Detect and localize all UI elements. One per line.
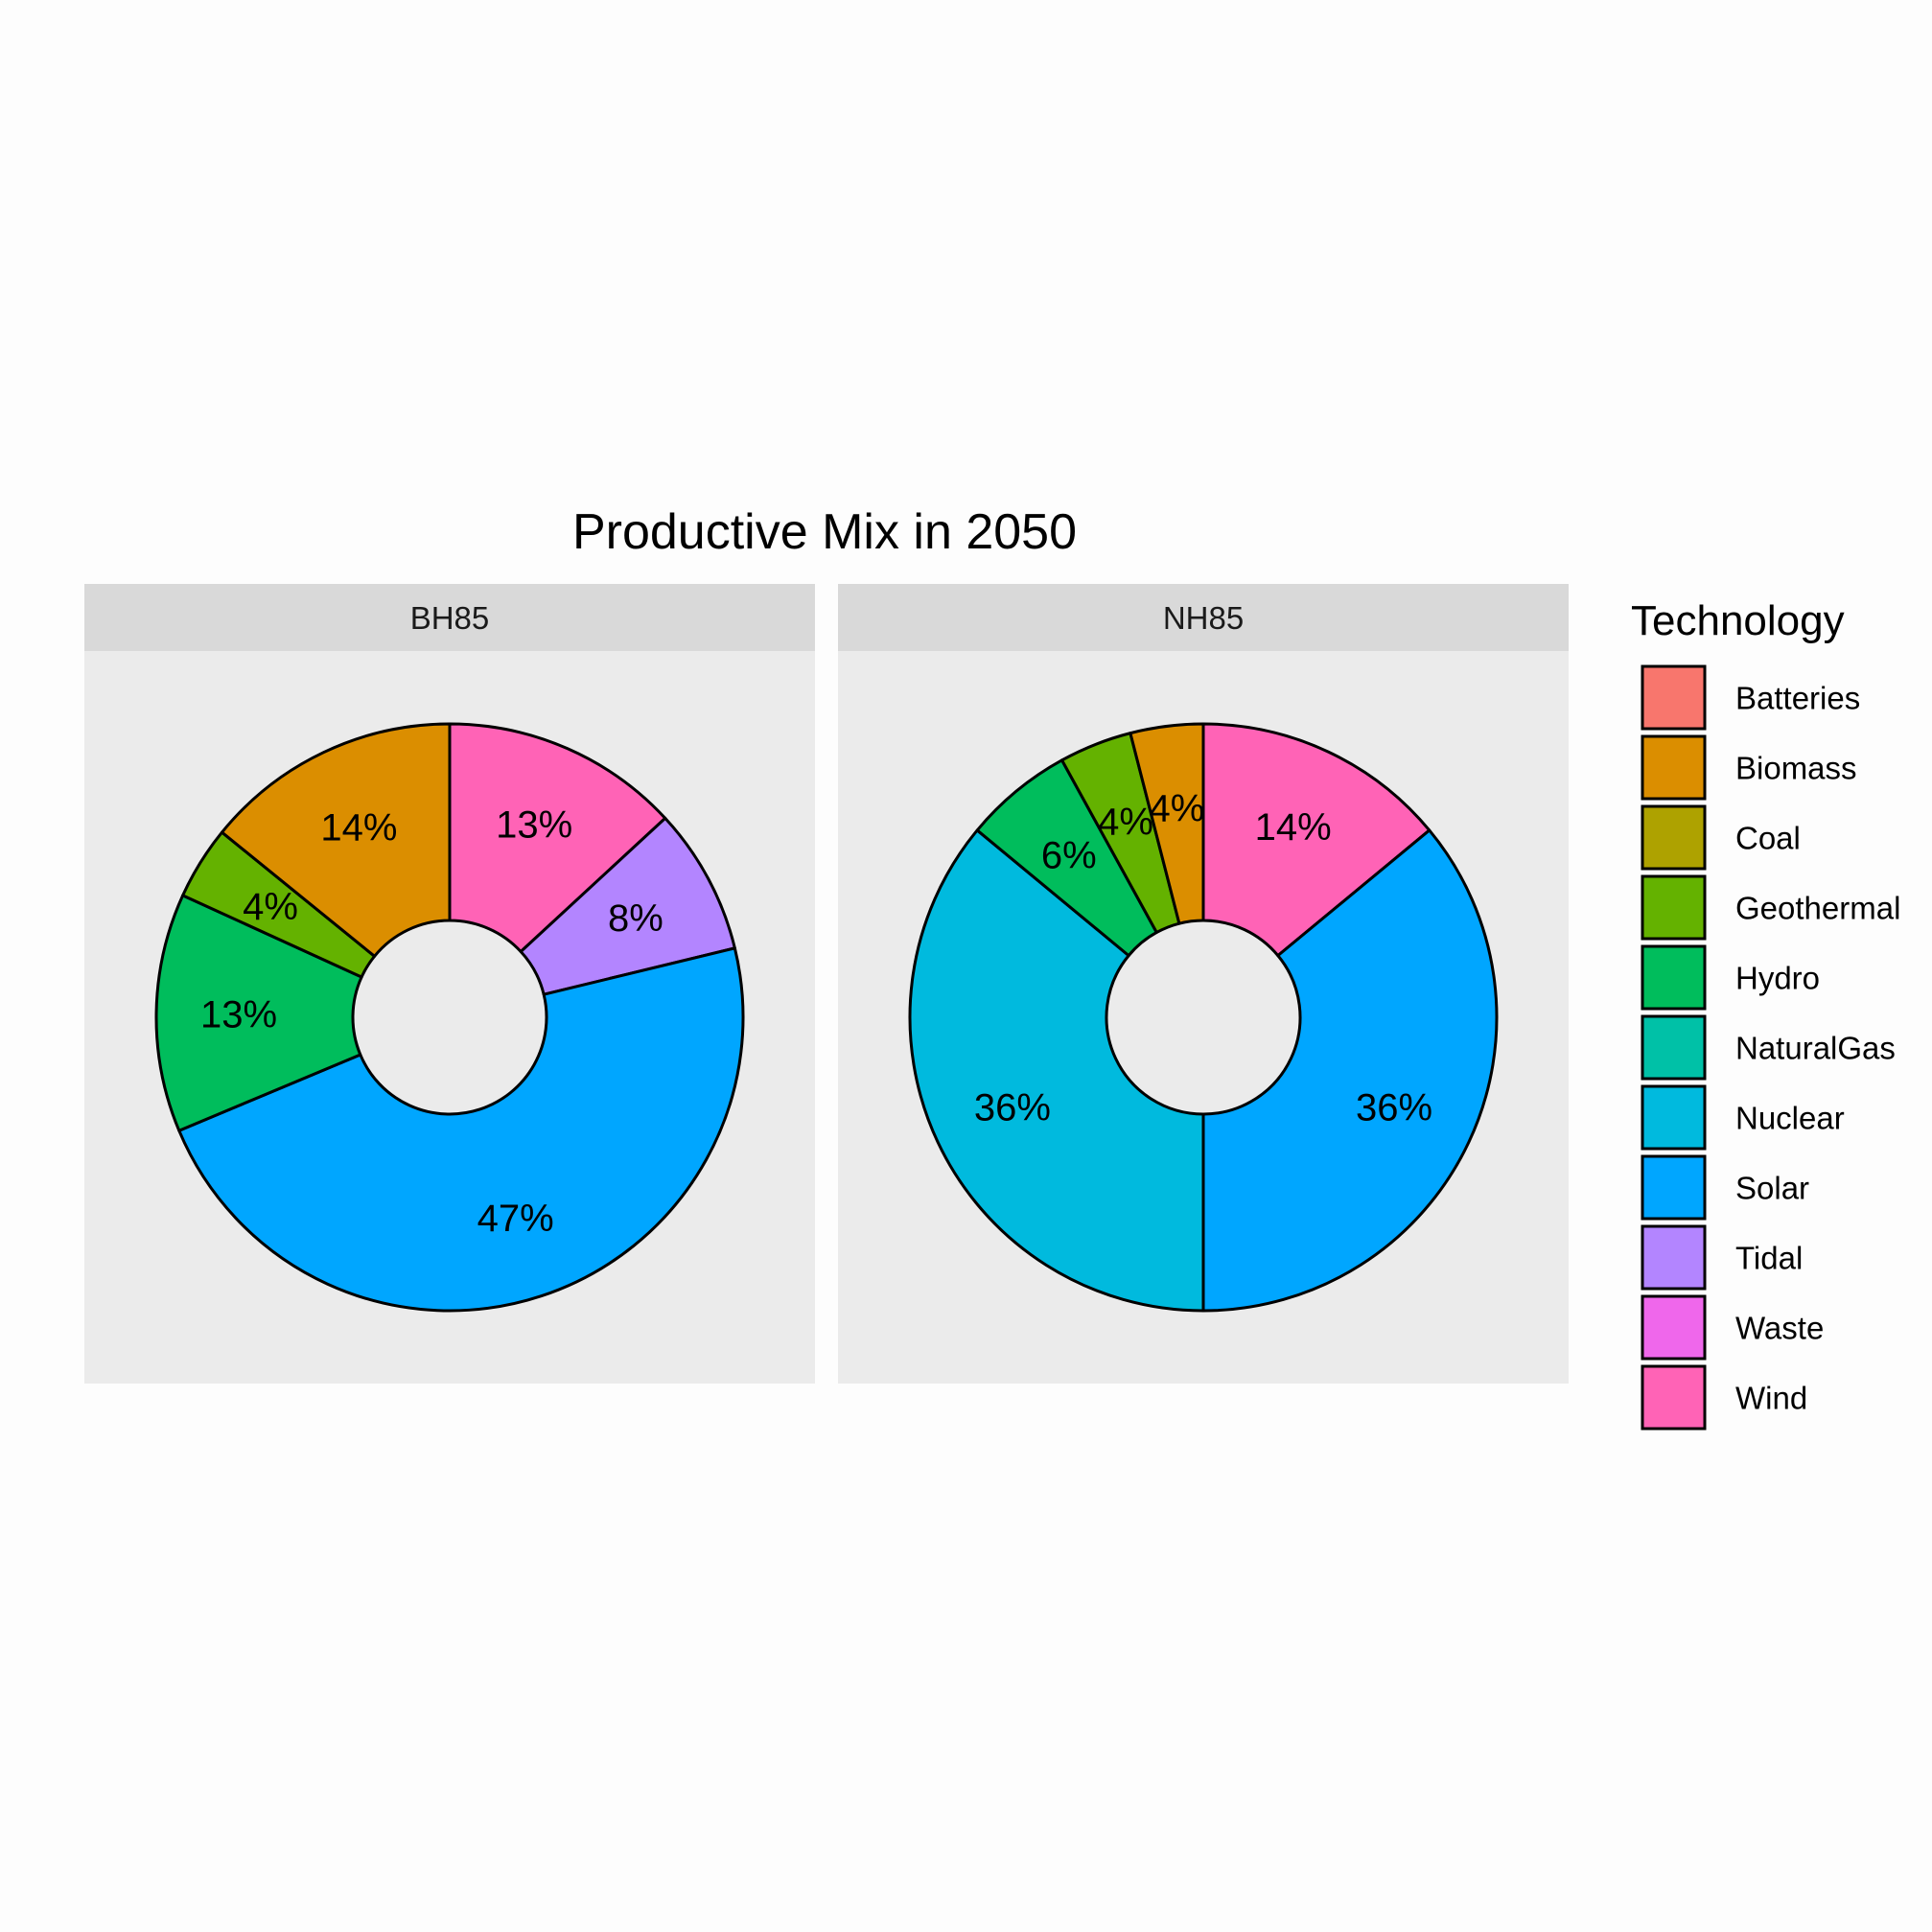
legend-item-solar: Solar — [1641, 1154, 1809, 1221]
slice-label-biomass: 14% — [320, 806, 397, 849]
legend-item-biomass: Biomass — [1641, 734, 1857, 801]
legend-item-nuclear: Nuclear — [1641, 1084, 1845, 1151]
donut — [154, 722, 745, 1313]
facet-bh85: BH85 13% 8% 47% 13% 4% 14% — [84, 584, 815, 1384]
legend-key — [1641, 734, 1707, 801]
legend-title: Technology — [1631, 597, 1845, 644]
legend-label: Tidal — [1735, 1241, 1803, 1276]
legend-key — [1641, 874, 1707, 941]
facet-strip-label: NH85 — [1163, 600, 1244, 636]
slice-label-hydro: 13% — [200, 994, 277, 1036]
legend-label: NaturalGas — [1735, 1031, 1896, 1066]
legend-label: Hydro — [1735, 961, 1820, 996]
slice-label-geothermal: 4% — [1098, 801, 1153, 843]
legend-label: Waste — [1735, 1311, 1824, 1346]
legend-label: Coal — [1735, 821, 1801, 856]
slice-label-hydro: 6% — [1041, 834, 1097, 876]
legend-key — [1641, 1364, 1707, 1431]
facet-strip — [838, 584, 1569, 651]
legend-key — [1641, 1294, 1707, 1361]
facet-strip-label: BH85 — [410, 600, 490, 636]
slice-label-biomass: 4% — [1150, 788, 1205, 830]
legend-label: Biomass — [1735, 751, 1857, 786]
slice-biomass — [1129, 722, 1205, 925]
facet-strip — [84, 584, 815, 651]
legend-key — [1641, 804, 1707, 871]
legend-item-geothermal: Geothermal — [1641, 874, 1900, 941]
legend-items: Batteries Biomass Coal Geothermal Hydro Natur… — [1641, 664, 1900, 1431]
chart-title: Productive Mix in 2050 — [572, 504, 1077, 560]
legend-label: Wind — [1735, 1381, 1807, 1416]
legend-key — [1641, 944, 1707, 1011]
legend-item-batteries: Batteries — [1641, 664, 1860, 731]
legend-item-coal: Coal — [1641, 804, 1801, 871]
legend-item-hydro: Hydro — [1641, 944, 1820, 1011]
slice-label-solar: 47% — [477, 1198, 554, 1240]
slice-label-solar: 36% — [1356, 1087, 1432, 1129]
slice-wind — [448, 722, 667, 953]
slice-solar — [1201, 828, 1499, 1313]
legend-label: Batteries — [1735, 681, 1860, 716]
legend: Technology Batteries Biomass Coal Geotherma… — [1631, 597, 1900, 1431]
legend-key — [1641, 1014, 1707, 1081]
legend-label: Geothermal — [1735, 891, 1900, 926]
legend-item-waste: Waste — [1641, 1294, 1824, 1361]
legend-key — [1641, 1084, 1707, 1151]
slice-label-wind: 13% — [496, 803, 572, 846]
legend-label: Solar — [1735, 1171, 1809, 1206]
donut — [908, 722, 1499, 1313]
slice-nuclear — [908, 828, 1205, 1313]
legend-item-naturalgas: NaturalGas — [1641, 1014, 1896, 1081]
legend-key — [1641, 664, 1707, 731]
slice-label-geothermal: 4% — [243, 886, 298, 928]
slice-biomass — [220, 722, 452, 958]
slice-solar — [177, 946, 745, 1313]
slice-label-tidal: 8% — [608, 897, 663, 940]
legend-item-wind: Wind — [1641, 1364, 1807, 1431]
legend-item-tidal: Tidal — [1641, 1224, 1803, 1291]
slice-wind — [1201, 722, 1432, 958]
slice-label-nuclear: 36% — [974, 1087, 1051, 1129]
slice-labels: 14%36%36%6%4%4% — [974, 788, 1432, 1129]
legend-key — [1641, 1224, 1707, 1291]
slice-label-wind: 14% — [1255, 806, 1332, 849]
slice-labels: 13% 8% 47% 13% 4% 14% — [200, 803, 663, 1240]
legend-key — [1641, 1154, 1707, 1221]
legend-label: Nuclear — [1735, 1101, 1845, 1136]
